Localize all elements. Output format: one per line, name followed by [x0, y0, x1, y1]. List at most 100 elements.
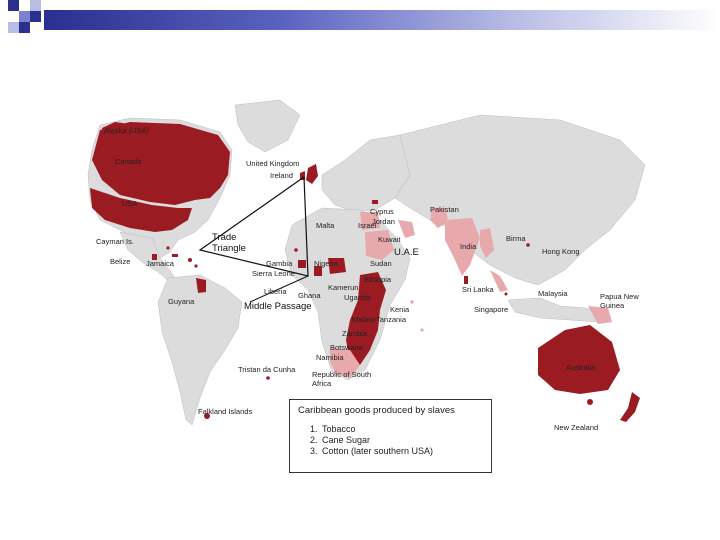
label-middle-passage: Middle Passage [244, 301, 312, 312]
label-hongkong: Hong Kong [542, 247, 580, 256]
jamaica-territory [172, 254, 178, 257]
label-pakistan: Pakistan [430, 205, 459, 214]
kuwait-uae-territory [398, 220, 415, 238]
nigeria-territory [328, 258, 346, 274]
birma-territory [480, 228, 494, 258]
canada-territory [92, 122, 230, 205]
legend-item: Tobacco [320, 424, 483, 435]
tasmania-territory [587, 399, 593, 405]
label-gambia: Gambia [266, 259, 293, 268]
belize-territory [152, 254, 157, 260]
hongkong-territory [526, 243, 530, 247]
papua-territory [588, 306, 612, 324]
label-zambia: Zambia [342, 329, 368, 338]
trade-triangle-line [198, 176, 309, 277]
slide-header-decoration [0, 0, 720, 40]
legend-item: Cotton (later southern USA) [320, 446, 483, 457]
label-australia: Australia [566, 363, 596, 372]
singapore-territory [504, 292, 508, 296]
label-tanzania: Tanzania [376, 315, 407, 324]
label-southafrica: Republic of South Africa [312, 370, 372, 388]
label-botswana: Botswana [330, 343, 363, 352]
india-territory [445, 218, 480, 276]
label-guyana: Guyana [168, 297, 195, 306]
east-south-africa-territory [346, 272, 386, 365]
tristan-territory [266, 376, 270, 380]
label-uae: U.A.E [394, 247, 419, 258]
header-square [19, 11, 30, 22]
cyprus-territory [372, 200, 378, 204]
south-america-land [157, 274, 243, 426]
guyana-territory [196, 278, 206, 293]
label-liberia: Liberia [264, 287, 287, 296]
label-kuwait: Kuwait [378, 235, 401, 244]
label-sierraleone: Sierra Leone [252, 269, 295, 278]
label-jamaica: Jamaica [146, 259, 174, 268]
usa-territory [90, 188, 192, 232]
label-namibia: Namibia [316, 353, 344, 362]
label-trade-triangle: Trade Triangle [212, 232, 246, 254]
header-square [30, 11, 41, 22]
newzealand-territory [620, 392, 640, 422]
ghana-territory [314, 266, 322, 276]
caribbean-islands-territory [194, 264, 198, 268]
header-square [19, 22, 30, 33]
uk-territory [306, 164, 318, 184]
label-newzealand: New Zealand [554, 423, 599, 432]
legend-title: Caribbean goods produced by slaves [298, 405, 455, 416]
label-falkland: Falkland Islands [198, 407, 253, 416]
srilanka-territory [464, 276, 468, 284]
header-square [8, 22, 19, 33]
label-tristan: Tristan da Cunha [238, 365, 296, 374]
greenland-land [234, 99, 301, 153]
label-malawi: Malawi [352, 315, 376, 324]
sierraleone-territory [298, 260, 306, 268]
label-alaska: Alaska (USA) [104, 126, 150, 135]
middle-passage-line [249, 275, 309, 303]
label-birma: Birma [506, 234, 526, 243]
header-square [30, 0, 41, 11]
legend-list: Tobacco Cane Sugar Cotton (later souther… [298, 424, 483, 457]
egypt-territory [360, 212, 380, 230]
label-srilanka: Sri Lanka [462, 285, 494, 294]
label-ireland: Ireland [270, 171, 293, 180]
label-uk: United Kingdom [246, 159, 300, 168]
label-sudan: Sudan [370, 259, 392, 268]
british-empire-map: Alaska (USA) Canada USA Cayman Is. Beliz… [60, 80, 660, 500]
asia-land [394, 114, 646, 286]
pakistan-territory [430, 208, 448, 228]
label-kenia: Kenia [390, 305, 410, 314]
label-belize: Belize [110, 257, 131, 266]
label-nigeria: Nigeria [314, 259, 338, 268]
sudan-territory [365, 230, 394, 260]
legend-item: Cane Sugar [320, 435, 483, 446]
legend-box: Caribbean goods produced by slaves Tobac… [289, 399, 492, 473]
label-ethiopia: Ethiopia [364, 275, 392, 284]
alaska-territory [102, 122, 130, 146]
south-africa-territory [330, 348, 360, 378]
falkland-territory [204, 413, 210, 419]
australia-territory [538, 325, 620, 394]
malaysia-territory [490, 270, 508, 292]
label-jordan: Jordan [372, 217, 395, 226]
label-kamerun: Kamerun [328, 283, 359, 292]
header-gradient-bar [44, 10, 720, 30]
label-india: India [460, 242, 477, 251]
label-uganda: Uganda [344, 293, 371, 302]
label-singapore: Singapore [474, 305, 509, 314]
label-cayman: Cayman Is. [96, 237, 134, 246]
label-malaysia: Malaysia [538, 289, 568, 298]
label-cyprus: Cyprus [370, 207, 394, 216]
label-ghana: Ghana [298, 291, 321, 300]
gambia-territory [294, 248, 298, 252]
label-canada: Canada [115, 157, 142, 166]
cayman-territory [166, 246, 170, 250]
label-malta: Malta [316, 221, 335, 230]
label-papua: Papua New Guinea [600, 292, 639, 310]
indian-ocean-islands-territory [410, 300, 414, 304]
caribbean-islands-territory [188, 258, 192, 262]
indian-ocean-islands-territory [420, 328, 424, 332]
label-usa: USA [122, 199, 138, 208]
label-israel: Israel [358, 221, 377, 230]
header-square [8, 0, 19, 11]
